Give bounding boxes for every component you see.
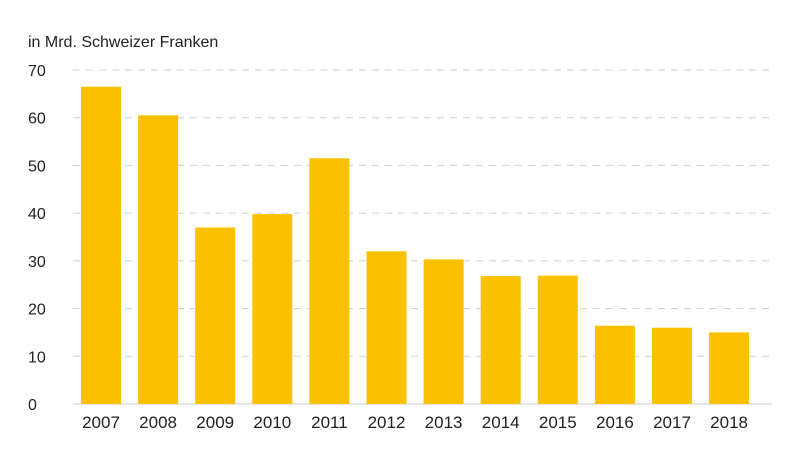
y-tick-label: 70 — [28, 63, 46, 80]
y-tick-label: 60 — [28, 111, 46, 128]
bar-2010 — [252, 214, 293, 404]
bar-2015 — [537, 275, 578, 404]
bars — [81, 86, 750, 405]
y-tick-label: 30 — [28, 254, 46, 271]
x-tick-label: 2015 — [539, 413, 577, 432]
bar-2009 — [195, 227, 236, 404]
x-tick-label: 2018 — [710, 413, 748, 432]
x-tick-label: 2017 — [653, 413, 691, 432]
x-tick-label: 2010 — [253, 413, 291, 432]
x-tick-label: 2016 — [596, 413, 634, 432]
x-tick-label: 2012 — [368, 413, 406, 432]
y-tick-label: 50 — [28, 158, 46, 175]
y-tick-label: 20 — [28, 302, 46, 319]
x-tick-label: 2007 — [82, 413, 120, 432]
bar-2011 — [309, 158, 350, 404]
x-tick-label: 2013 — [425, 413, 463, 432]
bar-2017 — [652, 327, 692, 404]
bar-2008 — [138, 115, 179, 405]
x-tick-label: 2009 — [196, 413, 234, 432]
y-tick-label: 40 — [28, 206, 46, 223]
x-tick-label: 2008 — [139, 413, 177, 432]
unit-label: in Mrd. Schweizer Franken — [28, 34, 218, 51]
bar-2016 — [594, 325, 635, 404]
y-tick-label: 10 — [28, 349, 46, 366]
x-tick-label: 2011 — [311, 413, 348, 432]
x-axis-ticks: 2007 2008 2009 2010 2011 2012 2013 2014 2015 2016… — [82, 413, 748, 432]
bar-2014 — [480, 276, 521, 404]
bar-2007 — [81, 86, 121, 404]
bar-2012 — [366, 251, 407, 404]
bar-2013 — [423, 259, 464, 404]
y-tick-label: 0 — [28, 397, 37, 414]
bar-2018 — [709, 332, 750, 404]
y-axis-ticks: 0 10 20 30 40 50 60 70 — [28, 63, 46, 414]
x-tick-label: 2014 — [482, 413, 520, 432]
